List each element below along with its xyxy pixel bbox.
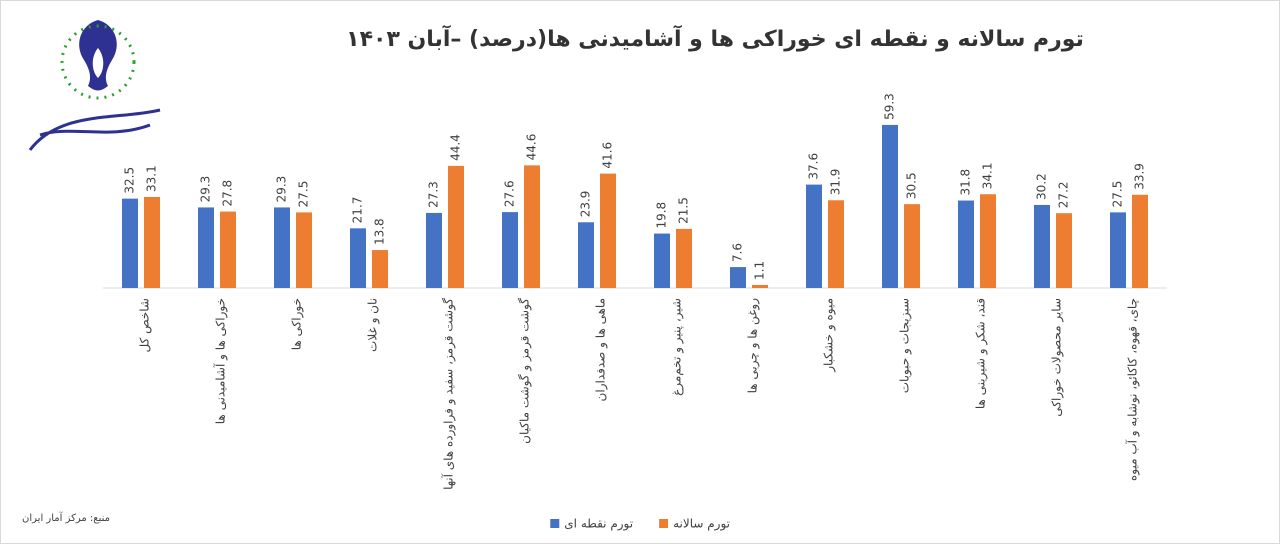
x-tick-label: شاخص کل: [138, 298, 153, 352]
bar: [502, 212, 518, 288]
bar: [1034, 204, 1050, 288]
x-tick-label: چای، قهوه، کاکائو، نوشابه و آب میوه: [1125, 298, 1141, 481]
value-label: 1.1: [753, 261, 767, 280]
value-label: 32.5: [123, 167, 137, 194]
value-label: 29.3: [275, 176, 289, 203]
value-label: 44.4: [449, 134, 463, 161]
bar: [1056, 213, 1072, 288]
value-label: 59.3: [883, 93, 897, 120]
x-tick-label: نان و غلات: [366, 298, 381, 352]
legend-label: تورم نقطه ای: [564, 517, 633, 532]
value-label: 41.6: [601, 142, 615, 169]
bar: [144, 196, 160, 288]
bar: [350, 228, 366, 288]
value-label: 27.3: [427, 181, 441, 208]
bar: [828, 200, 844, 288]
legend-label: تورم سالانه: [673, 517, 730, 532]
bar: [980, 194, 996, 288]
bar: [1132, 194, 1148, 288]
value-label: 27.8: [221, 180, 235, 207]
bar: [806, 184, 822, 288]
chart-title: تورم سالانه و نقطه ای خوراکی ها و آشامید…: [346, 24, 1084, 52]
value-label: 27.2: [1057, 181, 1071, 208]
bar: [274, 207, 290, 288]
bar: [448, 165, 464, 288]
value-label: 44.6: [525, 134, 539, 161]
bar: [752, 284, 768, 288]
value-label: 13.8: [373, 218, 387, 245]
x-tick-label: روغن ها و چربی ها: [746, 298, 761, 394]
bar: [1110, 212, 1126, 288]
x-tick-label: ماهی ها و صدفداران: [594, 298, 609, 401]
value-label: 7.6: [731, 243, 745, 262]
legend-swatch: [550, 519, 560, 528]
bar: [296, 212, 312, 288]
value-label: 19.8: [655, 202, 669, 229]
bar: [524, 165, 540, 288]
source: منبع: مرکز آمار ایران: [22, 511, 110, 524]
value-label: 34.1: [981, 163, 995, 190]
x-tick-label: قند، شکر و شیرینی ها: [974, 298, 989, 409]
x-tick-label: سایر محصولات خوراکی: [1050, 298, 1065, 417]
value-label: 33.9: [1133, 163, 1147, 190]
bar: [654, 233, 670, 288]
bar: [600, 173, 616, 288]
bar: [578, 222, 594, 288]
bar: [676, 228, 692, 288]
bar: [220, 211, 236, 288]
x-tick-label: خوراکی ها و آشامیدنی ها: [213, 298, 229, 424]
value-label: 30.5: [905, 172, 919, 199]
value-label: 33.1: [145, 165, 159, 192]
bar: [882, 124, 898, 288]
bar: [958, 200, 974, 288]
bar: [122, 198, 138, 288]
x-tick-label: گوشت قرمز، سفید و فراورده های آنها: [441, 298, 457, 490]
logo: [28, 20, 161, 151]
value-label: 21.5: [677, 197, 691, 224]
value-label: 27.5: [1111, 181, 1125, 208]
bar: [198, 207, 214, 288]
value-label: 21.7: [351, 197, 365, 224]
value-label: 37.6: [807, 153, 821, 180]
value-label: 27.6: [503, 180, 517, 207]
bar: [730, 267, 746, 288]
x-tick-label: سبزیجات و حبوبات: [898, 298, 913, 393]
x-tick-label: گوشت قرمز و گوشت ماکیان: [518, 298, 533, 444]
value-label: 31.8: [959, 169, 973, 196]
value-label: 27.5: [297, 181, 311, 208]
x-tick-label: خوراکی ها: [290, 298, 305, 350]
x-tick-label: میوه و خشکبار: [822, 298, 837, 373]
bar: [904, 204, 920, 288]
x-tick-label: شیر، پنیر و تخم‌مرغ: [670, 298, 685, 396]
value-label: 23.9: [579, 191, 593, 218]
legend-swatch: [659, 519, 669, 528]
value-label: 30.2: [1035, 173, 1049, 200]
value-label: 31.9: [829, 169, 843, 196]
bar: [372, 250, 388, 288]
bar: [426, 212, 442, 288]
value-label: 29.3: [199, 176, 213, 203]
